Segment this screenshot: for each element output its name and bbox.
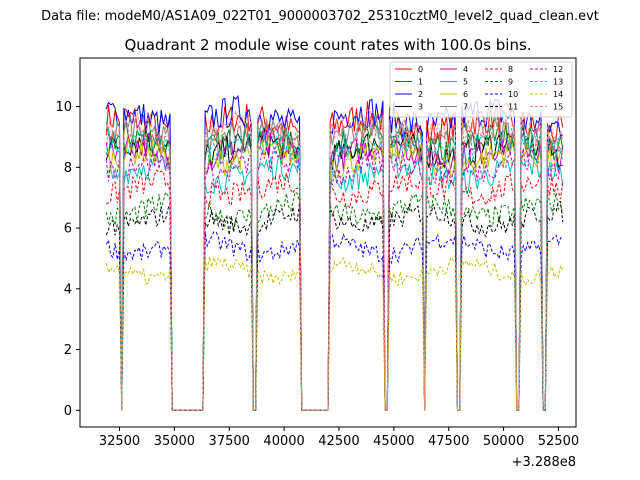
series-line-9	[105, 191, 564, 411]
x-tick-label: 50000	[483, 434, 524, 449]
series-line-11	[105, 201, 564, 411]
x-offset-label: +3.288e8	[512, 455, 576, 470]
plot-area	[79, 57, 577, 428]
legend-label-2: 2	[418, 90, 423, 99]
x-tick-label: 45000	[373, 434, 414, 449]
x-tick-label: 37500	[209, 434, 250, 449]
series-line-5	[105, 152, 564, 411]
x-tick-label: 42500	[318, 434, 359, 449]
series-line-10	[105, 231, 564, 411]
x-tick-label: 40000	[263, 434, 304, 449]
y-tick-label: 8	[64, 161, 72, 176]
series-line-8	[106, 169, 564, 411]
legend-label-0: 0	[418, 65, 423, 74]
legend-label-6: 6	[463, 90, 468, 99]
x-axis: 32500 35000 37500 40000 42500 45000 47500 50000…	[99, 427, 579, 449]
chart-title: Quadrant 2 module wise count rates with …	[124, 36, 531, 54]
legend-label-13: 13	[553, 78, 563, 87]
legend-label-4: 4	[463, 65, 468, 74]
legend-label-1: 1	[418, 78, 423, 87]
axes-frame	[79, 57, 577, 428]
x-tick-label: 47500	[428, 434, 469, 449]
series-line-15	[105, 108, 564, 411]
y-tick-label: 10	[55, 100, 72, 115]
legend-label-15: 15	[553, 103, 563, 112]
legend-frame	[389, 61, 573, 118]
series-line-12	[105, 146, 564, 411]
series-line-14	[105, 255, 564, 411]
legend-label-7: 7	[463, 103, 468, 112]
y-axis: 0 2 4 6 8 10	[55, 100, 80, 419]
legend-label-12: 12	[553, 65, 563, 74]
y-tick-label: 0	[64, 404, 72, 419]
y-tick-label: 2	[64, 343, 72, 358]
legend-label-3: 3	[418, 103, 423, 112]
y-tick-label: 6	[64, 222, 72, 237]
legend-label-8: 8	[508, 65, 513, 74]
suptitle: Data file: modeM0/AS1A09_022T01_90000037…	[41, 9, 599, 24]
x-tick-label: 52500	[538, 434, 579, 449]
legend-label-11: 11	[508, 103, 518, 112]
x-tick-label: 35000	[154, 434, 195, 449]
legend-label-14: 14	[553, 90, 563, 99]
series-layer	[105, 94, 564, 411]
y-tick-label: 4	[64, 282, 72, 297]
legend-label-9: 9	[508, 78, 513, 87]
legend-label-10: 10	[508, 90, 518, 99]
legend-label-5: 5	[463, 78, 468, 87]
series-line-13	[105, 126, 564, 411]
x-tick-label: 32500	[99, 434, 140, 449]
